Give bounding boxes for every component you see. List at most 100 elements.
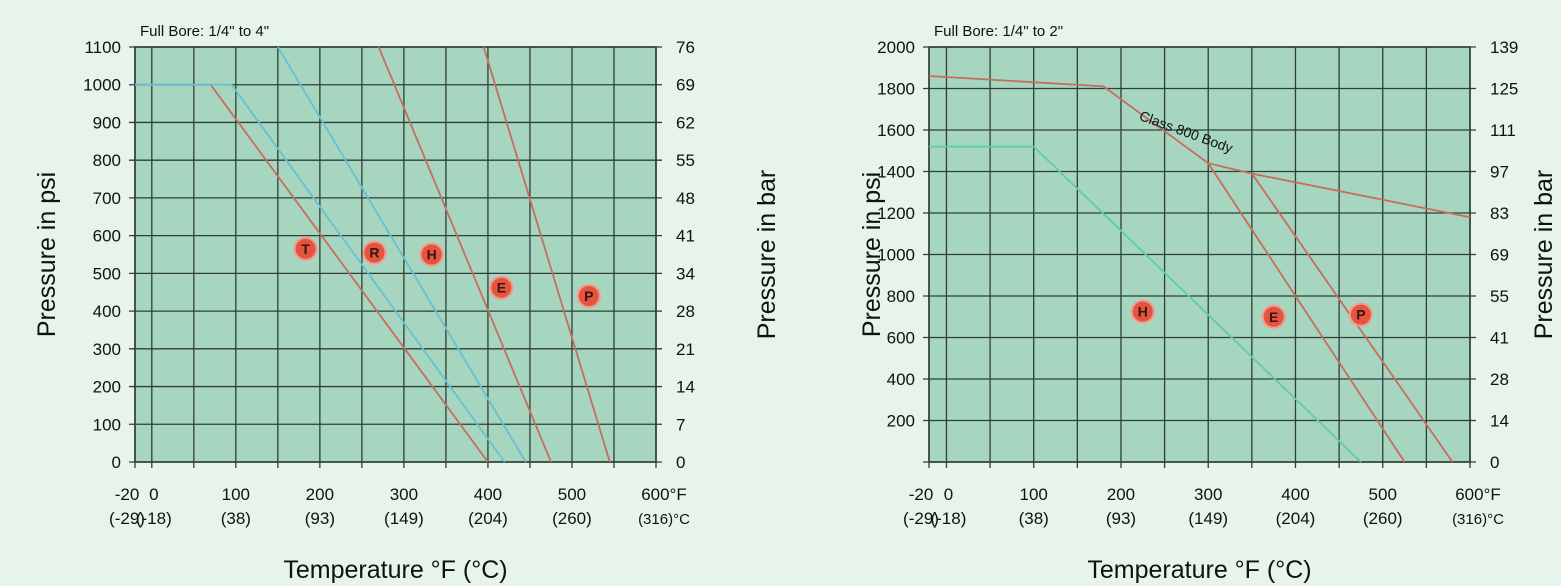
x-tick-label-c: (204): [468, 509, 508, 528]
marker-circle: [362, 240, 387, 265]
series-marker-r: R: [362, 240, 387, 265]
y2-tick-label: 48: [676, 189, 695, 208]
x-tick-label-c: (260): [552, 509, 592, 528]
y-tick-label: 800: [93, 151, 121, 170]
x-tick-label-c: (149): [1188, 509, 1228, 528]
marker-circle: [1348, 302, 1373, 327]
y2-tick-label: 69: [676, 76, 695, 95]
x-tick-label-f: 0: [944, 485, 953, 504]
series-marker-h: H: [1130, 299, 1155, 324]
x-tick-label-f: 500: [558, 485, 586, 504]
y2-tick-label: 14: [1490, 412, 1509, 431]
x-tick-label-c: (204): [1276, 509, 1316, 528]
chart-1: 0 0 100 7 200 14 300 21 400 28 500 34 600 41 700 48 800 5…: [33, 23, 781, 584]
x-tick-label-f: 200: [1107, 485, 1135, 504]
marker-circle: [489, 275, 514, 300]
marker-label: R: [369, 245, 379, 261]
x-tick-label-f: 300: [1194, 485, 1222, 504]
y-tick-label: 0: [112, 453, 121, 472]
y2-tick-label: 62: [676, 113, 695, 132]
y-tick-label: 600: [887, 329, 915, 348]
x-tick-label-f: 300: [390, 485, 418, 504]
y-tick-label: 900: [93, 113, 121, 132]
x-tick-label-f: 400: [1281, 485, 1309, 504]
marker-label: H: [427, 247, 437, 263]
marker-label: P: [584, 288, 593, 304]
series-marker-e: E: [489, 275, 514, 300]
y-tick-label: 1000: [83, 76, 121, 95]
marker-label: T: [301, 241, 310, 257]
series-marker-p: P: [1348, 302, 1373, 327]
x-tick-label-f: 600°F: [1455, 485, 1501, 504]
marker-circle: [1130, 299, 1155, 324]
y2-tick-label: 55: [1490, 287, 1509, 306]
y2-tick-label: 76: [676, 38, 695, 57]
y-tick-label: 400: [887, 370, 915, 389]
series-line-p: [482, 46, 611, 463]
marker-label: E: [1269, 309, 1278, 325]
x-tick-label-c: (316)°C: [1452, 511, 1504, 528]
x-tick-label-f: 400: [474, 485, 502, 504]
y2-tick-label: 97: [1490, 163, 1509, 182]
marker-label: H: [1138, 304, 1148, 320]
y2-tick-label: 28: [676, 302, 695, 321]
x-tick-label-c: (-18): [930, 509, 966, 528]
x-tick-label-f: 600°F: [641, 485, 687, 504]
y-tick-label: 700: [93, 189, 121, 208]
x-tick-label-c: (-29): [109, 509, 145, 528]
x-tick-label-c: (93): [305, 509, 335, 528]
series-line-h: [929, 145, 1362, 463]
series-line-r: [135, 83, 506, 463]
y2-tick-label: 28: [1490, 370, 1509, 389]
series-marker-e: E: [1261, 304, 1286, 329]
chart-title: Full Bore: 1/4" to 2": [934, 23, 1063, 40]
y-tick-label: 1600: [877, 121, 915, 140]
y-tick-label: 1800: [877, 80, 915, 99]
y2-axis-label: Pressure in bar: [1530, 170, 1558, 340]
y2-tick-label: 7: [676, 415, 685, 434]
y2-tick-label: 111: [1490, 121, 1516, 140]
x-tick-label-c: (149): [384, 509, 424, 528]
chart-title: Full Bore: 1/4" to 4": [140, 23, 269, 40]
x-tick-label-c: (316)°C: [638, 511, 690, 528]
y-tick-label: 400: [93, 302, 121, 321]
y-tick-label: 2000: [877, 38, 915, 57]
x-tick-label-f: 500: [1369, 485, 1397, 504]
y-axis-label: Pressure in psi: [33, 172, 61, 337]
y-tick-label: 500: [93, 264, 121, 283]
x-tick-label-c: (260): [1363, 509, 1403, 528]
marker-circle: [293, 236, 318, 261]
x-tick-label-c: (-29): [903, 509, 939, 528]
y2-tick-label: 34: [676, 264, 695, 283]
y2-tick-label: 0: [1490, 453, 1499, 472]
series-marker-h: H: [419, 242, 444, 267]
y2-tick-label: 41: [676, 227, 695, 246]
y-tick-label: 100: [93, 415, 121, 434]
y2-tick-label: 21: [676, 340, 695, 359]
plot-area: [134, 46, 657, 463]
y-tick-label: 1200: [877, 204, 915, 223]
marker-label: E: [497, 280, 506, 296]
y-tick-label: 1100: [84, 38, 121, 57]
y-tick-label: 1000: [877, 246, 915, 265]
x-tick-label-c: (38): [221, 509, 251, 528]
y2-tick-label: 139: [1490, 38, 1518, 57]
y-axis-label: Pressure in psi: [858, 172, 886, 337]
x-tick-label-f: -20: [115, 485, 140, 504]
y2-tick-label: 55: [676, 151, 695, 170]
x-tick-label-c: (38): [1019, 509, 1049, 528]
y-tick-label: 300: [93, 340, 121, 359]
y-tick-label: 800: [887, 287, 915, 306]
x-axis-label: Temperature °F (°C): [283, 556, 507, 584]
series-marker-p: P: [576, 284, 601, 308]
x-tick-label-f: 200: [306, 485, 334, 504]
x-tick-label-c: (-18): [136, 509, 172, 528]
x-tick-label-f: 100: [1020, 485, 1048, 504]
y-tick-label: 200: [887, 412, 915, 431]
series-line-h: [277, 46, 527, 463]
x-tick-label-f: -20: [909, 485, 934, 504]
x-tick-label-f: 0: [149, 485, 158, 504]
y2-tick-label: 0: [676, 453, 685, 472]
